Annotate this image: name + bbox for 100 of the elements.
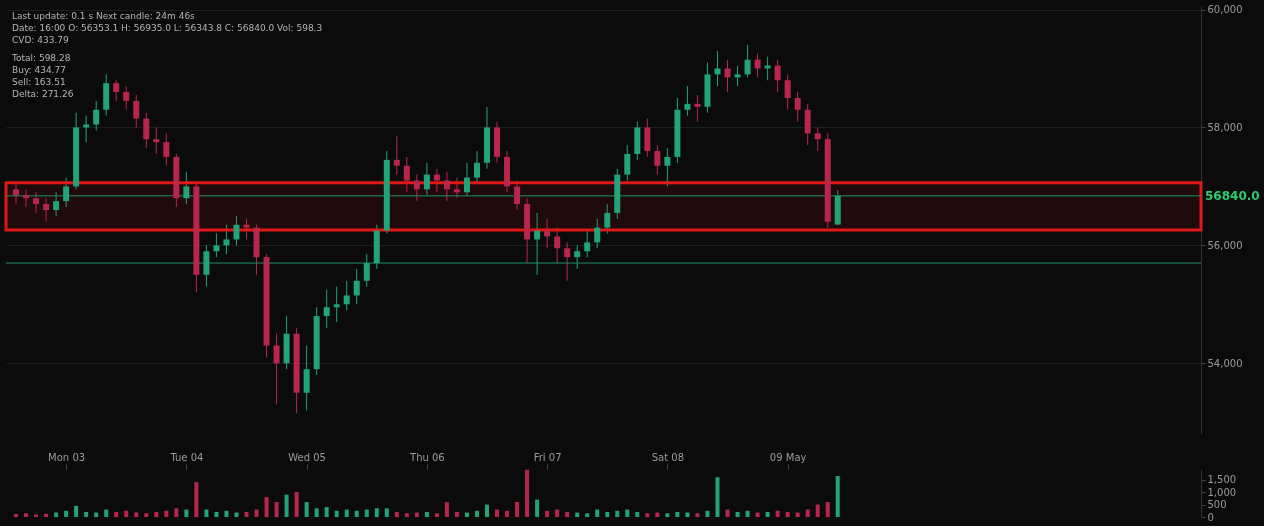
annotation: Buy: 434.77: [12, 65, 66, 75]
candlestick: [123, 85, 130, 111]
candlestick: [133, 94, 140, 128]
annotation: Delta: 271.26: [12, 89, 74, 99]
x-tick-label: Wed 05: [288, 451, 326, 463]
bar: [815, 504, 820, 517]
bar: [775, 510, 780, 517]
candlestick: [33, 191, 40, 214]
bar: [304, 502, 309, 517]
bar: [284, 494, 289, 517]
candlestick: [23, 188, 30, 208]
candlestick: [363, 253, 370, 288]
bar: [715, 477, 720, 517]
annotation: Total: 598.28: [11, 53, 71, 63]
annotation: Date: 16:00 O: 56353.1 H: 56935.0 L: 56343.8 C: 56840.0 Vol: 598.3: [12, 23, 323, 33]
candlestick: [143, 112, 150, 149]
bar: [765, 512, 770, 517]
bar: [835, 475, 840, 517]
ref-line-label: 56840.0: [1205, 188, 1260, 203]
bar: [174, 508, 179, 517]
bar: [364, 509, 369, 517]
candlestick: [343, 280, 350, 311]
x-tick-label: 09 May: [769, 451, 807, 463]
candlestick: [243, 218, 250, 240]
bar: [184, 509, 189, 517]
bar: [605, 512, 610, 517]
candlestick: [604, 203, 611, 235]
candlestick: [644, 118, 651, 158]
y-tick-label: 54,000: [1207, 357, 1243, 369]
bar: [354, 510, 359, 517]
candlestick: [654, 144, 661, 176]
bar: [324, 507, 329, 517]
candlestick: [774, 59, 781, 93]
candlestick: [473, 150, 480, 184]
y-tick-label: 0: [1207, 511, 1214, 523]
candlestick: [163, 132, 170, 167]
y-tick-label: 60,000: [1207, 4, 1243, 16]
bar: [695, 513, 700, 517]
candlestick: [754, 53, 761, 78]
bar: [545, 510, 550, 517]
candlestick: [183, 171, 190, 205]
candlestick: [403, 156, 410, 193]
candlestick: [333, 286, 340, 323]
bar: [394, 512, 399, 517]
candlestick: [534, 212, 541, 276]
bar: [505, 510, 510, 517]
bar: [495, 509, 500, 517]
candlestick: [664, 147, 671, 187]
bar: [24, 513, 29, 517]
candlestick: [153, 126, 160, 155]
y-tick-label: 1,500: [1207, 474, 1237, 486]
bar: [384, 508, 389, 517]
candlestick: [463, 162, 470, 196]
bar: [474, 510, 479, 517]
bar: [424, 512, 429, 517]
candlestick: [213, 233, 220, 258]
y-tick-label: 1,000: [1207, 486, 1237, 498]
candlestick: [814, 126, 821, 152]
bar: [595, 509, 600, 517]
bar: [555, 509, 560, 517]
candlestick: [13, 180, 20, 205]
bar: [344, 509, 349, 517]
bar: [14, 514, 19, 517]
x-tick-label: Mon 03: [48, 451, 86, 463]
bar: [274, 502, 279, 517]
candlestick: [453, 177, 460, 199]
candlestick: [594, 218, 601, 249]
x-tick-label: Tue 04: [169, 451, 204, 463]
candlestick: [784, 73, 791, 111]
bar: [194, 482, 199, 517]
bar: [705, 510, 710, 517]
candlestick: [323, 289, 330, 329]
bar: [294, 492, 299, 517]
bar: [675, 512, 680, 517]
candlestick: [433, 168, 440, 193]
candlestick: [423, 162, 430, 196]
bar: [164, 510, 169, 517]
candlestick: [544, 218, 551, 249]
candlestick: [223, 224, 230, 255]
candlestick: [744, 44, 751, 78]
bar: [64, 510, 69, 517]
bar: [725, 509, 730, 517]
annotation: CVD: 433.79: [12, 35, 70, 45]
bar: [434, 513, 439, 517]
bar: [244, 512, 249, 517]
bar: [144, 513, 149, 517]
candlestick: [564, 241, 571, 282]
candlestick: [53, 191, 60, 217]
bar: [114, 512, 119, 517]
bar: [154, 512, 159, 517]
candlestick: [514, 180, 521, 211]
bar: [665, 513, 670, 517]
candlestick: [303, 345, 310, 411]
bar: [204, 509, 209, 517]
bar: [444, 502, 449, 517]
bar: [314, 508, 319, 517]
candlestick: [724, 59, 731, 93]
bar: [74, 505, 79, 517]
candlestick: [574, 244, 581, 270]
bar: [515, 502, 520, 517]
